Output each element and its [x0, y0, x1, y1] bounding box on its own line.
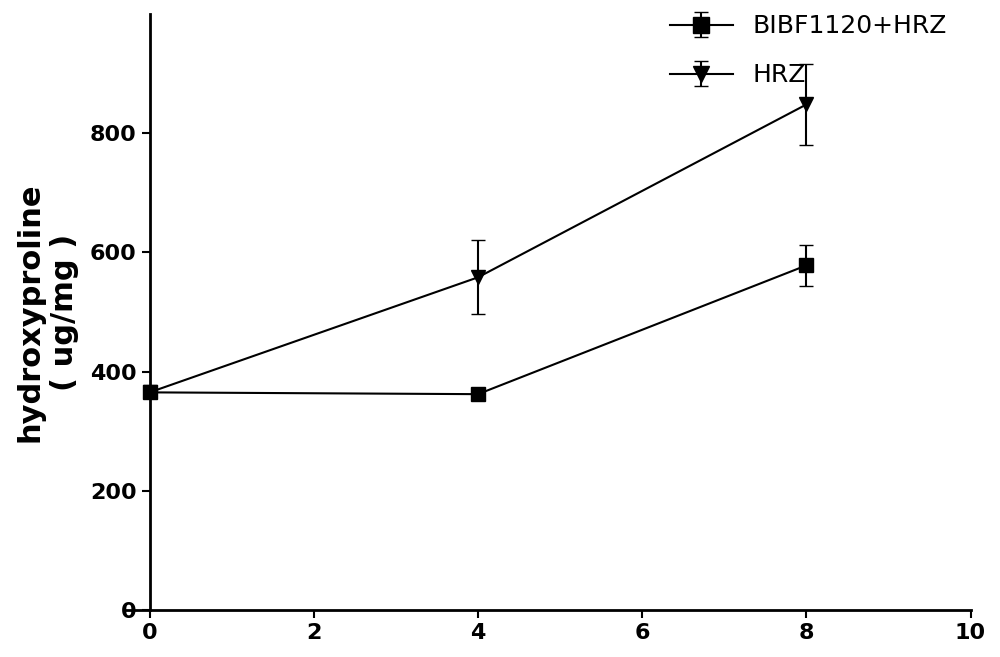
Y-axis label: hydroxyproline
( ug/mg ): hydroxyproline ( ug/mg ) [16, 182, 79, 442]
Legend: BIBF1120+HRZ, HRZ: BIBF1120+HRZ, HRZ [670, 14, 947, 87]
